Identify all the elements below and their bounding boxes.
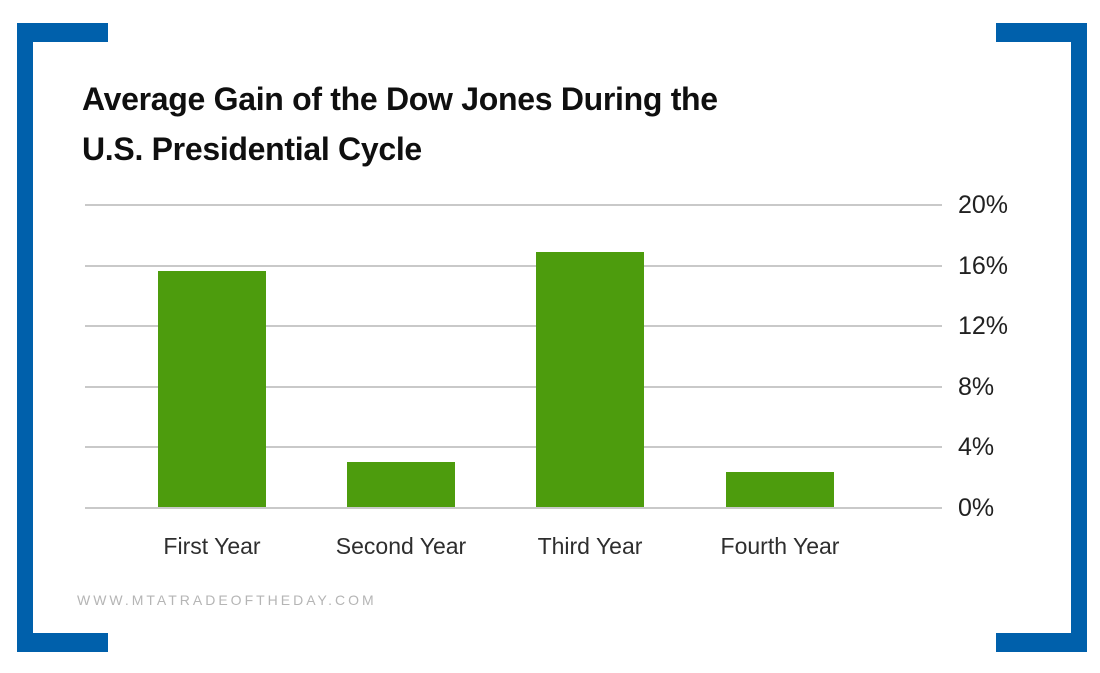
frame-bottom-left-bracket bbox=[17, 633, 108, 652]
frame-top-right-bracket bbox=[996, 23, 1087, 42]
gridline bbox=[85, 446, 942, 449]
chart-title-line2: U.S. Presidential Cycle bbox=[82, 131, 422, 167]
gridline bbox=[85, 385, 942, 388]
chart-bars bbox=[85, 205, 942, 508]
bar-third-year bbox=[536, 252, 644, 507]
x-axis-label-third-year: Third Year bbox=[537, 533, 643, 559]
x-axis-labels: First Year Second Year Third Year Fourth Ye… bbox=[0, 533, 1100, 565]
bar-first-year bbox=[158, 270, 266, 507]
chart-title: Average Gain of the Dow Jones During the… bbox=[82, 74, 982, 174]
y-axis-tick-label: 8% bbox=[958, 372, 995, 401]
bar-chart: 20% 16% 12% 8% 4% 0% bbox=[0, 191, 1100, 522]
x-axis-label-fourth-year: Fourth Year bbox=[720, 533, 840, 559]
y-axis-tick-label: 16% bbox=[958, 251, 1009, 280]
watermark-url: WWW.MTATRADEOFTHEDAY.COM bbox=[77, 592, 377, 608]
bar-fourth-year bbox=[726, 472, 834, 507]
chart-gridlines bbox=[85, 204, 942, 509]
gridline bbox=[85, 264, 942, 267]
gridline bbox=[85, 204, 942, 206]
gridline bbox=[85, 325, 942, 328]
frame-left-bar bbox=[17, 23, 33, 652]
x-axis-label-first-year: First Year bbox=[163, 533, 261, 559]
frame-bottom-right-bracket bbox=[996, 633, 1087, 652]
chart-title-line1: Average Gain of the Dow Jones During the bbox=[82, 81, 718, 117]
y-axis-tick-label: 12% bbox=[958, 312, 1009, 341]
frame-top-left-bracket bbox=[17, 23, 108, 42]
gridline bbox=[85, 507, 942, 509]
frame-right-bar bbox=[1071, 23, 1087, 652]
y-axis-tick-label: 4% bbox=[958, 433, 995, 462]
bar-second-year bbox=[347, 461, 455, 507]
y-axis-tick-label: 20% bbox=[958, 191, 1009, 219]
x-axis-label-second-year: Second Year bbox=[335, 533, 467, 559]
y-axis-tick-label: 0% bbox=[958, 494, 995, 522]
